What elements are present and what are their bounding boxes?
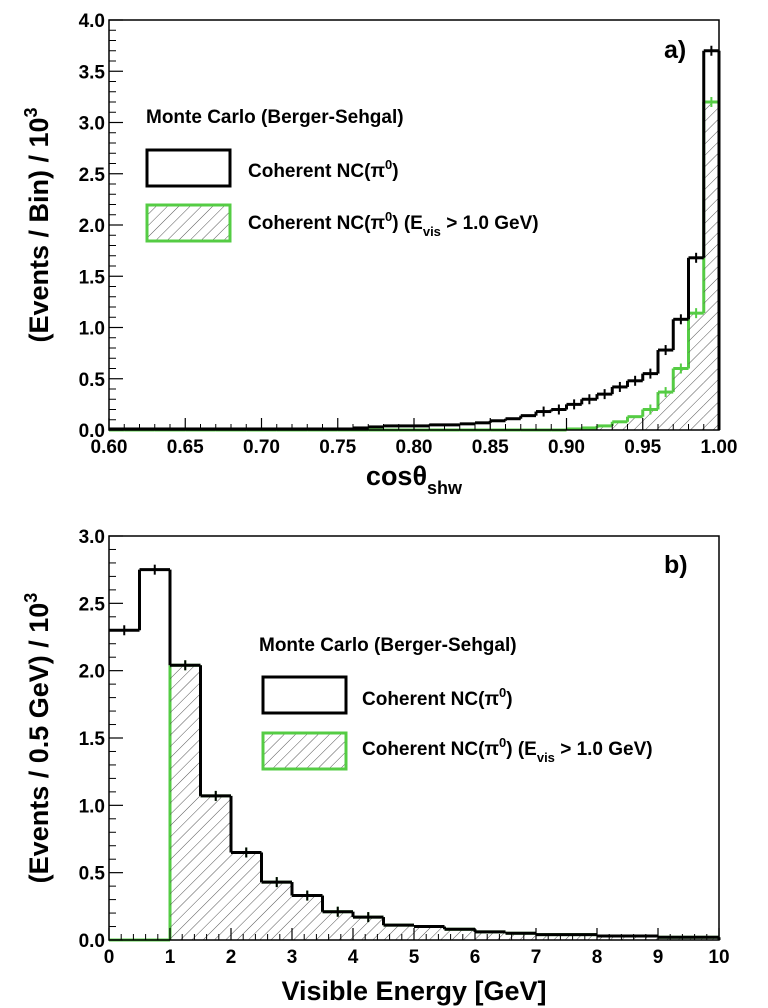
x-tick-label: 0.80 [396,437,433,458]
series-coherent-nc [109,564,721,940]
legend-entry: Coherent NC(π0) (Evis > 1.0 GeV) [362,735,653,765]
legend: Monte Carlo (Berger-Sehgal) Coherent NC(π… [259,635,653,771]
x-tick-label: 7 [531,947,542,968]
bar-hatch [292,895,323,940]
bar-hatch [414,926,445,940]
y-tick-label: 1.5 [79,729,106,750]
y-tick-label: 4.0 [79,11,105,32]
bar-hatch [627,935,658,940]
x-tick-label: 0.90 [548,437,585,458]
x-axis-label: cosθshw [366,461,463,498]
x-tick-label: 0.70 [243,437,280,458]
x-tick-label: 0 [104,947,115,968]
y-axis-label: (Events / 0.5 GeV) / 103 [21,593,54,884]
x-tick-label: 1.00 [701,437,738,458]
x-tick-label: 0.85 [472,437,509,458]
y-tick-label: 1.0 [79,796,105,817]
y-tick-label: 3.5 [79,62,106,83]
y-tick-label: 0.0 [79,421,105,442]
bar-hatch [658,392,674,430]
y-tick-label: 0.5 [79,864,106,885]
bar-hatch [627,416,643,430]
y-tick-label: 0.0 [79,931,105,952]
x-tick-label: 0.75 [319,437,356,458]
legend-entry: Coherent NC(π0) [248,157,399,182]
bar-hatch [703,102,719,430]
x-tick-label: 6 [470,947,481,968]
bar-hatch [200,795,231,940]
panel-label: a) [664,36,686,64]
y-tick-label: 1.0 [79,319,105,340]
legend-swatch [145,203,232,243]
panel-label: b) [664,551,688,579]
legend-title: Monte Carlo (Berger-Sehgal) [146,107,404,128]
x-tick-label: 9 [653,947,664,968]
x-tick-label: 5 [409,947,420,968]
y-tick-label: 0.5 [79,370,106,391]
x-tick-label: 1 [165,947,176,968]
x-tick-label: 0.65 [167,437,204,458]
bar-hatch [444,929,475,940]
bar-hatch [597,935,628,940]
legend: Monte Carlo (Berger-Sehgal) Coherent NC(π… [145,107,539,243]
legend-entry: Coherent NC(π0) [362,685,513,710]
y-tick-label: 2.0 [79,662,105,683]
bar-hatch [688,313,704,430]
bar-hatch [505,933,536,940]
x-tick-label: 2 [226,947,237,968]
bar-hatch [612,421,628,430]
bar-hatch [170,665,201,940]
legend-entry: Coherent NC(π0) (Evis > 1.0 GeV) [248,209,539,239]
bar-hatch [536,934,567,940]
x-tick-label: 8 [592,947,603,968]
legend-title: Monte Carlo (Berger-Sehgal) [259,635,517,656]
y-tick-label: 2.0 [79,216,105,237]
bar-hatch [383,925,414,940]
bar-hatch [566,934,597,940]
x-tick-label: 0.60 [91,437,128,458]
bar-hatch [261,882,292,940]
y-tick-label: 3.0 [79,114,105,135]
y-tick-label: 2.5 [79,165,106,186]
y-tick-label: 2.5 [79,594,106,615]
x-axis-label: Visible Energy [GeV] [281,976,546,1006]
x-tick-label: 4 [348,947,359,968]
bar-hatch [475,931,506,940]
y-tick-label: 3.0 [79,527,105,548]
y-tick-label: 1.5 [79,267,106,288]
legend-swatch [145,148,232,188]
bar-hatch [597,425,613,430]
legend-swatch [261,731,348,771]
bar-hatch [353,917,384,940]
bar-hatch [642,409,658,430]
legend-swatch [261,675,348,715]
chart-panel-b: 0 1 2 3 4 5 6 7 8 9 10 0.0 0.5 1.0 1.5 2.0 2.5 3.0 b) Visib… [21,527,730,1006]
x-tick-label: 0.95 [624,437,661,458]
x-tick-label: 10 [708,947,729,968]
bar-hatch [673,368,689,430]
x-tick-label: 3 [287,947,298,968]
chart-panel-a: 0.60 0.65 0.70 0.75 0.80 0.85 0.90 0.95 1.00 0.0 0… [21,11,737,498]
bar-hatch [231,852,262,940]
y-axis-label: (Events / Bin) / 103 [21,107,54,342]
